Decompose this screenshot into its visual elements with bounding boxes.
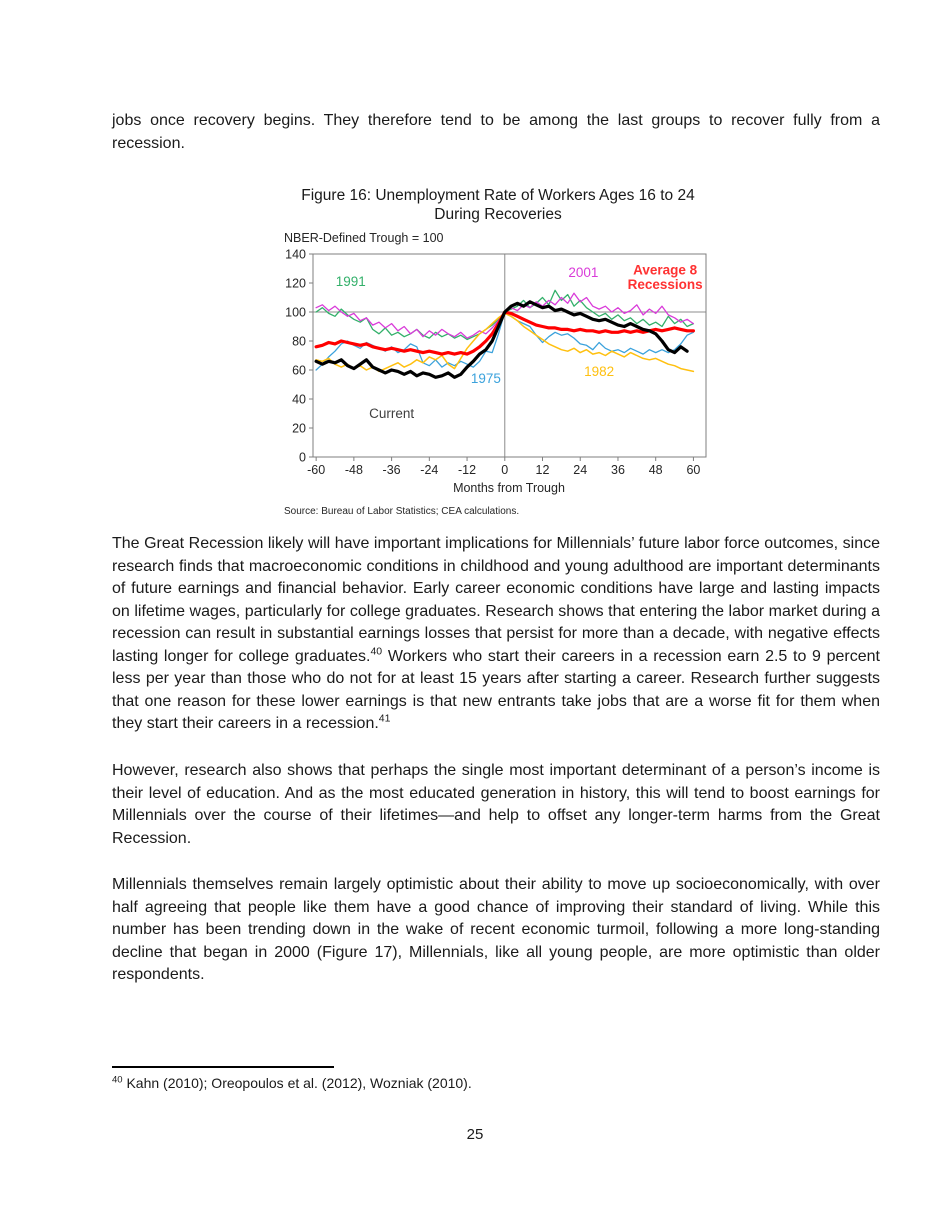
figure-16-block: Figure 16: Unemployment Rate of Workers … xyxy=(283,186,713,526)
x-axis-title: Months from Trough xyxy=(453,481,565,495)
y-tick-label: 80 xyxy=(292,335,306,349)
series-label-average-8: Average 8 xyxy=(633,262,698,277)
x-tick-label: 24 xyxy=(573,463,587,477)
body-paragraph-2: However, research also shows that perhap… xyxy=(112,762,880,847)
series-label-1975: 1975 xyxy=(471,371,501,386)
x-tick-label: -60 xyxy=(307,463,325,477)
figure-chart-svg: NBER-Defined Trough = 100 0 20 40 60 80 100 12… xyxy=(284,231,707,517)
footnote-marker: 40 xyxy=(112,1074,123,1086)
footnote-reference: 40 xyxy=(370,645,383,658)
x-tick-label: -12 xyxy=(458,463,476,477)
y-tick-label: 40 xyxy=(292,393,306,407)
plot-border xyxy=(312,253,707,458)
y-tick-label: 60 xyxy=(292,364,306,378)
intro-paragraph: jobs once recovery begins. They therefor… xyxy=(112,112,880,152)
footnote-separator xyxy=(112,1066,334,1068)
series-label-1982: 1982 xyxy=(584,364,614,379)
page-number: 25 xyxy=(466,1126,484,1143)
series-label-1991: 1991 xyxy=(336,274,366,289)
chart-plot-area: 0 20 40 60 80 100 120 140 -60 -48 -36 -24 -12 0 12 24 36… xyxy=(285,248,707,477)
x-tick-label: 36 xyxy=(611,463,625,477)
figure-title-line1: Figure 16: Unemployment Rate of Workers … xyxy=(301,187,695,204)
y-tick-label: 120 xyxy=(285,277,306,291)
x-tick-label: -48 xyxy=(345,463,363,477)
figure-title-line2: During Recoveries xyxy=(434,206,562,223)
chart-subtitle: NBER-Defined Trough = 100 xyxy=(284,231,444,245)
footnote-40: 40 Kahn (2010); Oreopoulos et al. (2012)… xyxy=(112,1074,880,1093)
y-tick-label: 100 xyxy=(285,306,306,320)
body-paragraph-1: The Great Recession likely will have imp… xyxy=(112,535,881,732)
series-line-current xyxy=(314,300,689,379)
series-label-2001: 2001 xyxy=(568,265,598,280)
series-label-recessions: Recessions xyxy=(628,277,703,292)
footnote-reference: 41 xyxy=(378,712,391,725)
x-tick-label: 0 xyxy=(501,463,508,477)
figure-title: Figure 16: Unemployment Rate of Workers … xyxy=(283,186,713,224)
x-tick-label: 12 xyxy=(536,463,550,477)
x-tick-label: -36 xyxy=(383,463,401,477)
x-tick-label: 60 xyxy=(686,463,700,477)
y-tick-label: 20 xyxy=(292,422,306,436)
y-tick-label: 0 xyxy=(299,451,306,465)
y-tick-label: 140 xyxy=(285,248,306,262)
x-tick-label: 48 xyxy=(649,463,663,477)
x-tick-label: -24 xyxy=(420,463,438,477)
chart-source-note: Source: Bureau of Labor Statistics; CEA … xyxy=(284,506,519,517)
footnote-text: Kahn (2010); Oreopoulos et al. (2012), W… xyxy=(122,1075,472,1091)
body-paragraph-3: Millennials themselves remain largely op… xyxy=(112,876,880,983)
series-label-current: Current xyxy=(369,406,414,421)
